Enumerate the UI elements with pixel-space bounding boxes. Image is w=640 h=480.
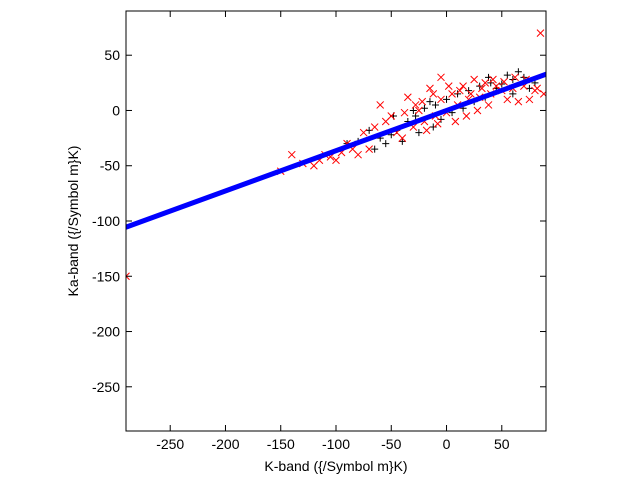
data-point [415,129,423,137]
y-tick-label: -200 [92,324,120,340]
y-axis-ticks: -250 -200 -150 -100 -50 0 50 [92,47,546,395]
plot-area [126,29,546,281]
data-point [370,123,379,131]
data-point [409,106,417,114]
data-point [429,123,437,131]
data-point [489,75,497,84]
data-point [437,73,445,82]
data-point [465,87,473,95]
x-tick-label: -150 [267,436,295,452]
fit-line [126,71,546,230]
x-axis-title: K-band ({/Symbol m}K) [264,458,407,474]
series-layer [126,29,546,281]
data-point [455,86,464,95]
data-point [398,137,406,145]
data-point [492,82,501,91]
data-point [376,101,385,109]
data-point [411,101,420,109]
data-point [418,97,427,106]
y-tick-label: 0 [112,102,120,118]
data-point [481,78,490,87]
data-point [426,98,434,106]
data-point [420,104,428,112]
data-point [365,145,374,154]
y-tick-label: -50 [100,158,120,174]
data-point [371,145,379,153]
x-tick-label: -100 [322,436,350,452]
y-tick-label: -100 [92,213,120,229]
data-point [444,82,453,91]
data-point [431,101,439,109]
data-point [448,90,456,98]
data-point [387,112,396,120]
y-tick-label: 50 [104,47,120,63]
data-point [422,126,431,135]
data-point [462,112,471,120]
data-point [437,95,445,104]
data-point [426,84,434,93]
data-point [533,84,542,93]
data-point [473,106,482,115]
data-point [403,93,412,102]
y-tick-label: -250 [92,379,120,395]
data-point [415,106,423,115]
data-point [478,84,486,93]
x-tick-label: -250 [156,436,184,452]
x-axis-ticks: -250 -200 -150 -100 -50 0 50 [156,11,510,452]
x-tick-label: 50 [494,436,510,452]
data-point [525,95,534,104]
data-point [398,134,407,142]
data-point [511,73,519,82]
data-point [484,101,493,109]
data-point [503,71,511,79]
data-point [433,119,442,128]
x-tick-label: 0 [443,436,451,452]
x-tick-label: -200 [211,436,239,452]
data-point [466,90,475,98]
data-point [503,95,512,104]
data-point [454,90,462,98]
y-tick-label: -150 [92,268,120,284]
data-point [525,84,533,92]
data-point [332,156,340,165]
fit-line-layer [126,71,546,230]
data-point [470,75,479,84]
data-point [287,150,296,159]
data-point [126,272,130,281]
data-point [451,117,460,126]
data-point [514,97,523,106]
data-point [459,82,467,91]
data-point [500,77,508,86]
data-point [509,90,517,98]
data-point [539,90,546,98]
series-1 [126,29,546,281]
data-point [359,128,368,137]
data-point [429,90,438,98]
y-axis-title: Ka-band ({/Symbol m}K) [65,146,81,297]
x-tick-label: -50 [381,436,401,452]
data-point [443,95,451,103]
data-point [382,140,390,148]
data-point [400,108,409,117]
data-point [536,29,545,37]
